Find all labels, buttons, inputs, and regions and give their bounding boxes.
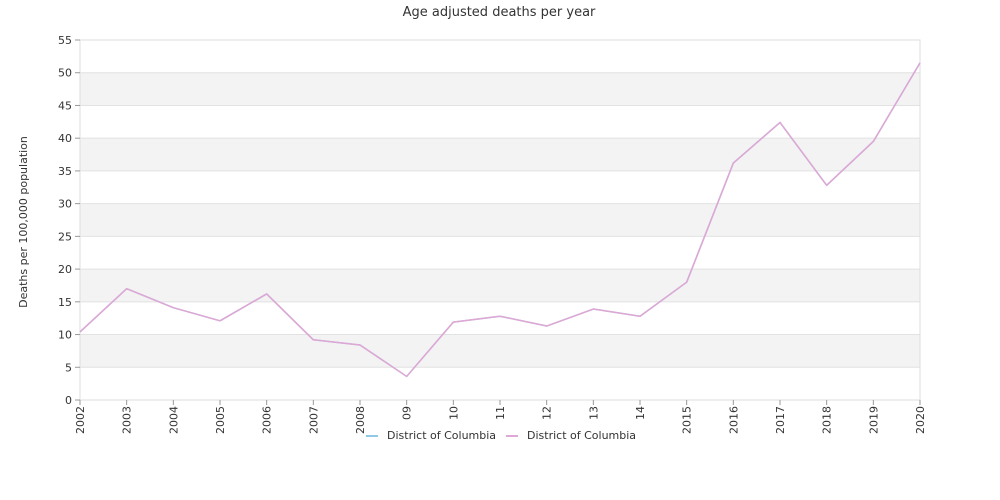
x-tick-label: 12 (541, 406, 554, 420)
x-tick-label: 09 (401, 406, 414, 420)
y-tick-label: 5 (65, 361, 72, 374)
x-tick-label: 2004 (167, 406, 180, 434)
legend-entry: District of Columbia (527, 429, 636, 442)
y-tick-label: 50 (58, 67, 72, 80)
series-lines (79, 62, 921, 378)
x-tick-label: 2005 (214, 406, 227, 434)
y-tick-label: 55 (58, 34, 72, 47)
chart-title: Age adjusted deaths per year (403, 5, 596, 20)
x-tick-label: 11 (494, 406, 507, 420)
y-tick-label: 40 (58, 132, 72, 145)
y-tick-label: 20 (58, 263, 72, 276)
y-tick-label: 35 (58, 165, 72, 178)
grid-bands (80, 72, 920, 368)
x-tick-label: 10 (447, 406, 460, 420)
x-tick-label: 2006 (261, 406, 274, 434)
x-tick-label: 14 (634, 406, 647, 420)
x-tick-label: 2003 (121, 406, 134, 434)
y-tick-label: 0 (65, 394, 72, 407)
x-tick-label: 2008 (354, 406, 367, 434)
x-tick-label: 2002 (74, 406, 87, 434)
y-tick-label: 45 (58, 99, 72, 112)
x-axis: 2002 2003 2004 2005 2006 2007 2008 09 10 11 12 13 14… (74, 400, 927, 434)
x-tick-label: 13 (587, 406, 600, 420)
grid-band (80, 269, 920, 302)
x-tick-label: 2018 (821, 406, 834, 434)
x-tick-label: 2020 (914, 406, 927, 434)
x-tick-label: 2015 (681, 406, 694, 434)
x-tick-label: 2017 (774, 406, 787, 434)
y-axis-label: Deaths per 100,000 population (17, 136, 30, 308)
y-tick-label: 15 (58, 296, 72, 309)
x-tick-label: 2019 (867, 406, 880, 434)
x-tick-label: 2007 (307, 406, 320, 434)
y-tick-label: 30 (58, 198, 72, 211)
legend-entry: District of Columbia (387, 429, 496, 442)
series-line-2 (79, 62, 921, 378)
y-axis: 0 5 10 15 20 25 30 35 40 45 50 55 (58, 34, 80, 407)
grid-band (80, 138, 920, 171)
y-tick-label: 10 (58, 329, 72, 342)
y-tick-label: 25 (58, 230, 72, 243)
legend: District of Columbia District of Columbia (366, 429, 636, 442)
grid-band (80, 203, 920, 237)
x-tick-label: 2016 (727, 406, 740, 434)
grid-band (80, 334, 920, 368)
grid-band (80, 72, 920, 106)
